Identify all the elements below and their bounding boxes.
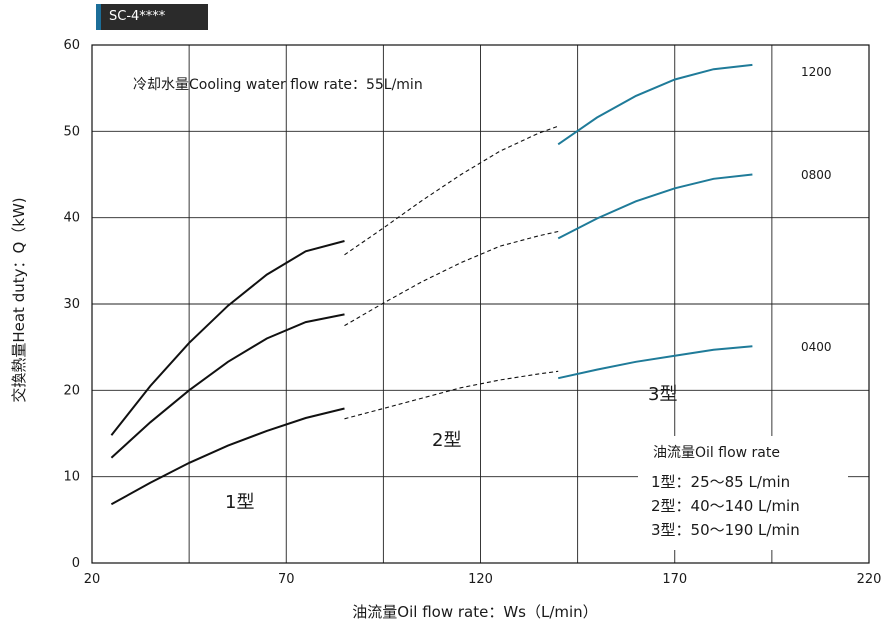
series-lines [110,63,753,506]
series-label-0400: 0400 [801,340,832,354]
series-1200-type3-line [557,63,753,146]
x-axis-label: 油流量Oil flow rate：Ws（L/min） [352,603,597,621]
series-0800-type2-line [344,230,559,327]
y-tick-30: 30 [63,297,80,312]
model-tag: SC-4**** [96,4,208,30]
flow-legend-box [638,436,848,550]
flow-legend-type3: 3型：50～190 L/min [651,521,800,539]
series-0400-type3-line [557,345,753,380]
annotation-cooling-water: 冷却水量Cooling water flow rate：55L/min [133,77,423,93]
flow-legend-type2: 2型：40～140 L/min [651,497,800,515]
y-tick-60: 60 [63,38,80,53]
x-tick-120: 120 [468,572,493,587]
y-tick-50: 50 [63,124,80,139]
series-0800-type3-line [557,173,753,240]
x-tick-20: 20 [84,572,101,587]
region-label-type3: 3型 [648,384,677,405]
plot-frame [91,44,870,564]
y-tick-labels: 0 10 20 30 40 50 60 [63,38,80,571]
series-1200-type2-line [344,125,559,256]
x-tick-220: 220 [857,572,882,587]
series-0400-type1-line [110,407,345,506]
y-tick-10: 10 [63,470,80,485]
region-label-type1: 1型 [225,492,254,513]
flow-legend-type1: 1型：25～85 L/min [651,473,790,491]
region-label-type2: 2型 [432,430,461,451]
series-0800-type1-line [110,313,345,459]
y-tick-40: 40 [63,211,80,226]
series-label-1200: 1200 [801,65,832,79]
series-0400-type2-line [344,370,559,420]
flow-legend-title: 油流量Oil flow rate [653,445,780,461]
series-label-0800: 0800 [801,168,832,182]
y-axis-label: 交換熱量Heat duty：Q（kW) [10,197,28,402]
series-1200-type1-line [110,240,345,436]
x-tick-labels: 20 70 120 170 220 [84,572,882,587]
y-tick-20: 20 [63,383,80,398]
model-tag-label: SC-4**** [109,9,166,24]
grid-lines [92,45,869,563]
x-tick-70: 70 [278,572,295,587]
y-tick-0: 0 [72,556,80,571]
x-tick-170: 170 [662,572,687,587]
